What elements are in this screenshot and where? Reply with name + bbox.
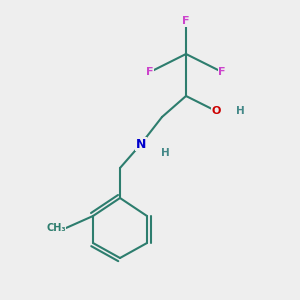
Text: N: N xyxy=(136,137,146,151)
Text: CH₃: CH₃ xyxy=(46,223,66,233)
Text: O: O xyxy=(211,106,221,116)
Text: F: F xyxy=(146,67,154,77)
Text: F: F xyxy=(218,67,226,77)
Text: H: H xyxy=(160,148,169,158)
Text: F: F xyxy=(182,16,190,26)
Text: H: H xyxy=(236,106,244,116)
